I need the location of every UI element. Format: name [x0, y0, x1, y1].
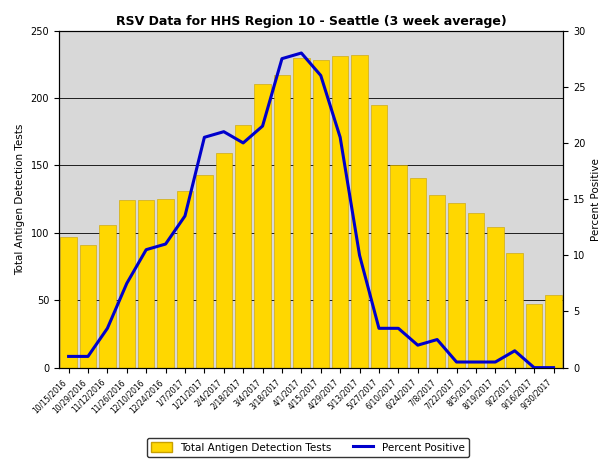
Bar: [390, 165, 407, 368]
Bar: [235, 125, 251, 368]
Bar: [312, 60, 329, 368]
Bar: [196, 175, 213, 368]
Bar: [274, 75, 290, 368]
Legend: Total Antigen Detection Tests, Percent Positive: Total Antigen Detection Tests, Percent P…: [147, 438, 469, 457]
Bar: [118, 201, 135, 368]
Bar: [448, 203, 465, 368]
Title: RSV Data for HHS Region 10 - Seattle (3 week average): RSV Data for HHS Region 10 - Seattle (3 …: [116, 15, 506, 28]
Bar: [254, 85, 271, 368]
Bar: [60, 237, 77, 368]
Bar: [99, 225, 116, 368]
Y-axis label: Percent Positive: Percent Positive: [591, 158, 601, 241]
Bar: [468, 213, 484, 368]
Bar: [371, 105, 387, 368]
Bar: [157, 199, 174, 368]
Bar: [506, 253, 523, 368]
Bar: [177, 191, 193, 368]
Bar: [138, 201, 155, 368]
Bar: [351, 55, 368, 368]
Bar: [526, 304, 542, 368]
Bar: [487, 227, 503, 368]
Y-axis label: Total Antigen Detection Tests: Total Antigen Detection Tests: [15, 123, 25, 275]
Bar: [216, 153, 232, 368]
Bar: [410, 177, 426, 368]
Bar: [79, 245, 96, 368]
Bar: [332, 56, 349, 368]
Bar: [429, 195, 445, 368]
Bar: [293, 58, 310, 368]
Bar: [545, 295, 562, 368]
